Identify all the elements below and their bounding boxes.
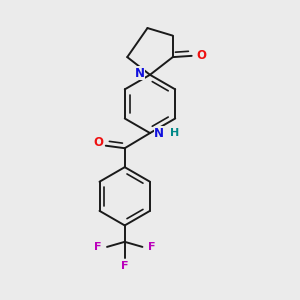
Text: O: O [196, 50, 206, 62]
Text: F: F [121, 261, 128, 271]
Text: N: N [154, 127, 164, 140]
Text: N: N [135, 67, 145, 80]
Text: F: F [94, 242, 102, 252]
Text: F: F [148, 242, 155, 252]
Text: H: H [170, 128, 179, 138]
Text: O: O [93, 136, 103, 148]
